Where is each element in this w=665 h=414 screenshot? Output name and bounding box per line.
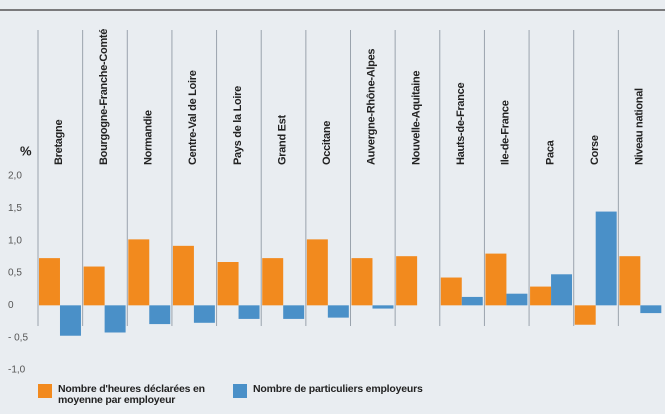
bar bbox=[485, 253, 507, 306]
bar bbox=[595, 211, 617, 306]
legend-item: Nombre de particuliers employeurs bbox=[233, 384, 493, 398]
x-tick-label: Bretagne bbox=[53, 120, 65, 165]
y-axis-label: % bbox=[20, 143, 32, 158]
bar bbox=[262, 258, 284, 306]
y-tick-label: 1,0 bbox=[8, 235, 22, 246]
bar bbox=[530, 286, 552, 306]
x-tick-label: Bourgogne-Franche-Comté bbox=[98, 29, 110, 165]
y-tick-label: 2,0 bbox=[8, 171, 22, 182]
x-tick-label: Grand Est bbox=[276, 114, 288, 165]
bar bbox=[149, 305, 171, 325]
bar bbox=[104, 305, 126, 333]
bar bbox=[128, 239, 150, 306]
x-tick-label: Nouvelle-Aquitaine bbox=[410, 71, 422, 165]
x-tick-label: Pays de la Loire bbox=[232, 86, 244, 165]
bar bbox=[351, 258, 373, 306]
x-tick-label: Niveau national bbox=[634, 88, 646, 165]
bar bbox=[217, 262, 239, 306]
x-tick-label: Centre-Val de Loire bbox=[187, 70, 199, 165]
bar bbox=[396, 256, 418, 306]
bar bbox=[39, 258, 60, 306]
x-tick-label: Paca bbox=[544, 139, 556, 165]
legend-swatch bbox=[38, 384, 52, 398]
bar bbox=[440, 277, 462, 306]
bar bbox=[83, 266, 105, 306]
legend-label: Nombre de particuliers employeurs bbox=[253, 383, 423, 395]
legend-label: Nombre d'heures déclarées en moyenne par… bbox=[58, 383, 205, 406]
y-tick-label: -1,0 bbox=[8, 365, 26, 376]
x-tick-label: Normandie bbox=[143, 110, 155, 165]
bar bbox=[327, 305, 349, 318]
legend-item: Nombre d'heures déclarées en moyenne par… bbox=[38, 384, 228, 406]
bar bbox=[172, 245, 194, 306]
bar bbox=[619, 256, 641, 306]
bar bbox=[238, 305, 260, 319]
bar bbox=[574, 305, 596, 325]
y-tick-label: 0,5 bbox=[8, 268, 22, 279]
y-tick-label: 1,5 bbox=[8, 203, 22, 214]
bar bbox=[461, 296, 483, 306]
y-tick-label: 0 bbox=[8, 300, 14, 311]
bar bbox=[506, 293, 528, 306]
y-tick-label: - 0,5 bbox=[8, 332, 28, 343]
bar bbox=[640, 305, 662, 314]
x-tick-label: Hauts-de-France bbox=[455, 83, 467, 165]
legend-swatch bbox=[233, 384, 247, 398]
bar bbox=[193, 305, 215, 323]
x-tick-label: Corse bbox=[589, 135, 601, 165]
bar bbox=[283, 305, 305, 319]
bar bbox=[59, 305, 81, 336]
bar bbox=[372, 305, 394, 309]
bar bbox=[306, 239, 328, 306]
x-tick-label: Occitane bbox=[321, 121, 333, 165]
x-tick-label: Auvergne-Rhône-Alpes bbox=[366, 49, 378, 165]
x-tick-label: Ile-de-France bbox=[500, 100, 512, 165]
bar bbox=[551, 274, 573, 306]
